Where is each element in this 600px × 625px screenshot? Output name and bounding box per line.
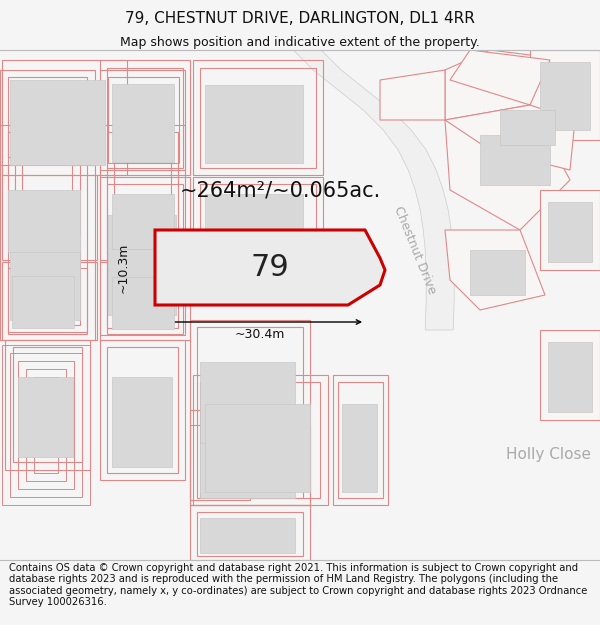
Bar [26,369,66,481]
Bar [18,377,73,457]
Bar [205,194,303,249]
Bar [100,125,185,335]
Bar [100,177,190,260]
Bar [540,330,600,420]
Bar [18,361,74,489]
Text: ~264m²/~0.065ac.: ~264m²/~0.065ac. [179,180,380,200]
Bar [500,110,555,145]
Bar [12,276,74,328]
Bar [12,88,77,153]
Text: 79, CHESTNUT DRIVE, DARLINGTON, DL1 4RR: 79, CHESTNUT DRIVE, DARLINGTON, DL1 4RR [125,11,475,26]
Bar [205,404,310,492]
Bar [107,68,183,168]
Bar [8,190,80,252]
Bar [15,140,80,325]
Bar [112,377,172,467]
Bar [190,505,310,560]
Polygon shape [293,50,454,330]
Bar [200,443,295,498]
Bar [205,85,303,163]
Bar [114,139,171,321]
Polygon shape [380,70,445,120]
Bar [22,148,72,318]
Bar [107,269,183,334]
Bar [2,60,127,175]
Bar [190,320,310,505]
Bar [13,347,82,462]
Polygon shape [450,50,550,105]
Bar [100,60,190,175]
Bar [0,125,95,340]
Bar [200,362,295,492]
Bar [540,190,600,270]
Text: Map shows position and indicative extent of the property.: Map shows position and indicative extent… [120,36,480,49]
Bar [10,80,105,165]
Bar [540,62,590,130]
Text: Chestnut Drive: Chestnut Drive [391,204,439,296]
Bar [107,132,178,328]
Polygon shape [445,105,575,170]
Polygon shape [445,105,570,230]
Bar [8,77,87,157]
Text: ~10.3m: ~10.3m [116,242,130,292]
Bar [548,342,592,412]
Bar [112,84,174,162]
Text: Contains OS data © Crown copyright and database right 2021. This information is : Contains OS data © Crown copyright and d… [9,562,587,608]
Bar [8,132,87,332]
Bar [8,268,87,334]
Bar [112,277,174,329]
Bar [112,194,174,249]
Bar [197,512,303,556]
Bar [100,262,190,340]
Bar [193,177,323,260]
Bar [342,404,377,492]
Bar [200,382,320,498]
Bar [480,135,550,185]
Polygon shape [445,230,545,310]
Text: 79: 79 [251,254,289,282]
Bar [197,327,303,498]
Text: Holly Close: Holly Close [505,448,590,462]
Bar [190,425,310,505]
Polygon shape [155,230,385,305]
Bar [0,70,95,165]
Bar [2,262,97,340]
Bar [108,77,179,163]
Bar [470,250,525,295]
Polygon shape [445,50,570,120]
Bar [34,377,58,473]
Bar [5,340,90,470]
Bar [200,68,316,168]
Bar [108,215,176,315]
Bar [2,345,90,505]
Bar [100,70,185,170]
Bar [200,518,295,553]
Bar [530,50,600,140]
Bar [338,382,383,498]
Bar [107,184,183,254]
Bar [200,184,316,254]
Bar [10,235,80,320]
Bar [107,347,178,473]
Bar [2,175,97,260]
Bar [548,202,592,262]
Bar [333,375,388,505]
Bar [193,375,328,505]
Text: ~30.4m: ~30.4m [235,329,285,341]
Bar [100,340,185,480]
Bar [10,353,82,497]
Bar [193,60,323,175]
Bar [190,410,250,500]
Bar [185,237,325,292]
Bar [113,90,171,158]
